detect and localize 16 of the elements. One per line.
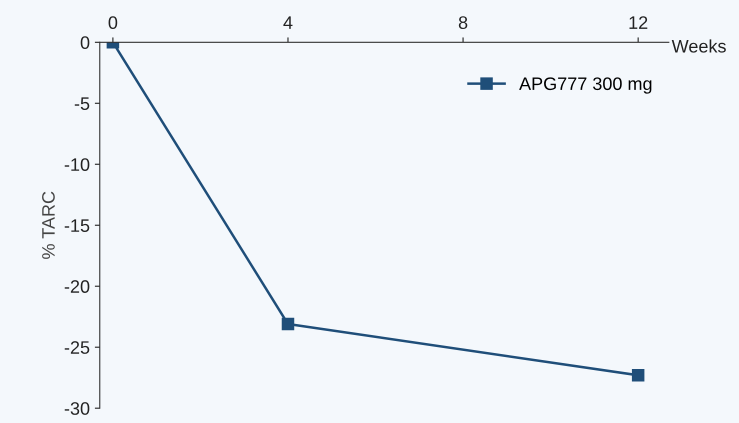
y-tick-label: -10 — [64, 158, 90, 171]
y-tick-label: -25 — [64, 341, 90, 354]
y-tick-label: 0 — [80, 36, 90, 50]
y-axis-title: % TARC — [42, 192, 55, 259]
y-tick-label: -30 — [64, 402, 90, 415]
point — [282, 318, 294, 330]
y-tick-label: -20 — [64, 280, 90, 293]
x-tick-label: 0 — [108, 16, 118, 30]
x-tick-label: 12 — [629, 16, 648, 29]
legend-label: APG777 300 mg — [519, 77, 652, 94]
point — [632, 369, 644, 382]
y-tick-label: -15 — [64, 219, 90, 232]
x-tick-label: 4 — [283, 16, 292, 29]
y-tick-label: -5 — [74, 97, 90, 110]
x-tick-label: 8 — [458, 16, 468, 30]
x-axis-title: Weeks — [672, 39, 726, 53]
